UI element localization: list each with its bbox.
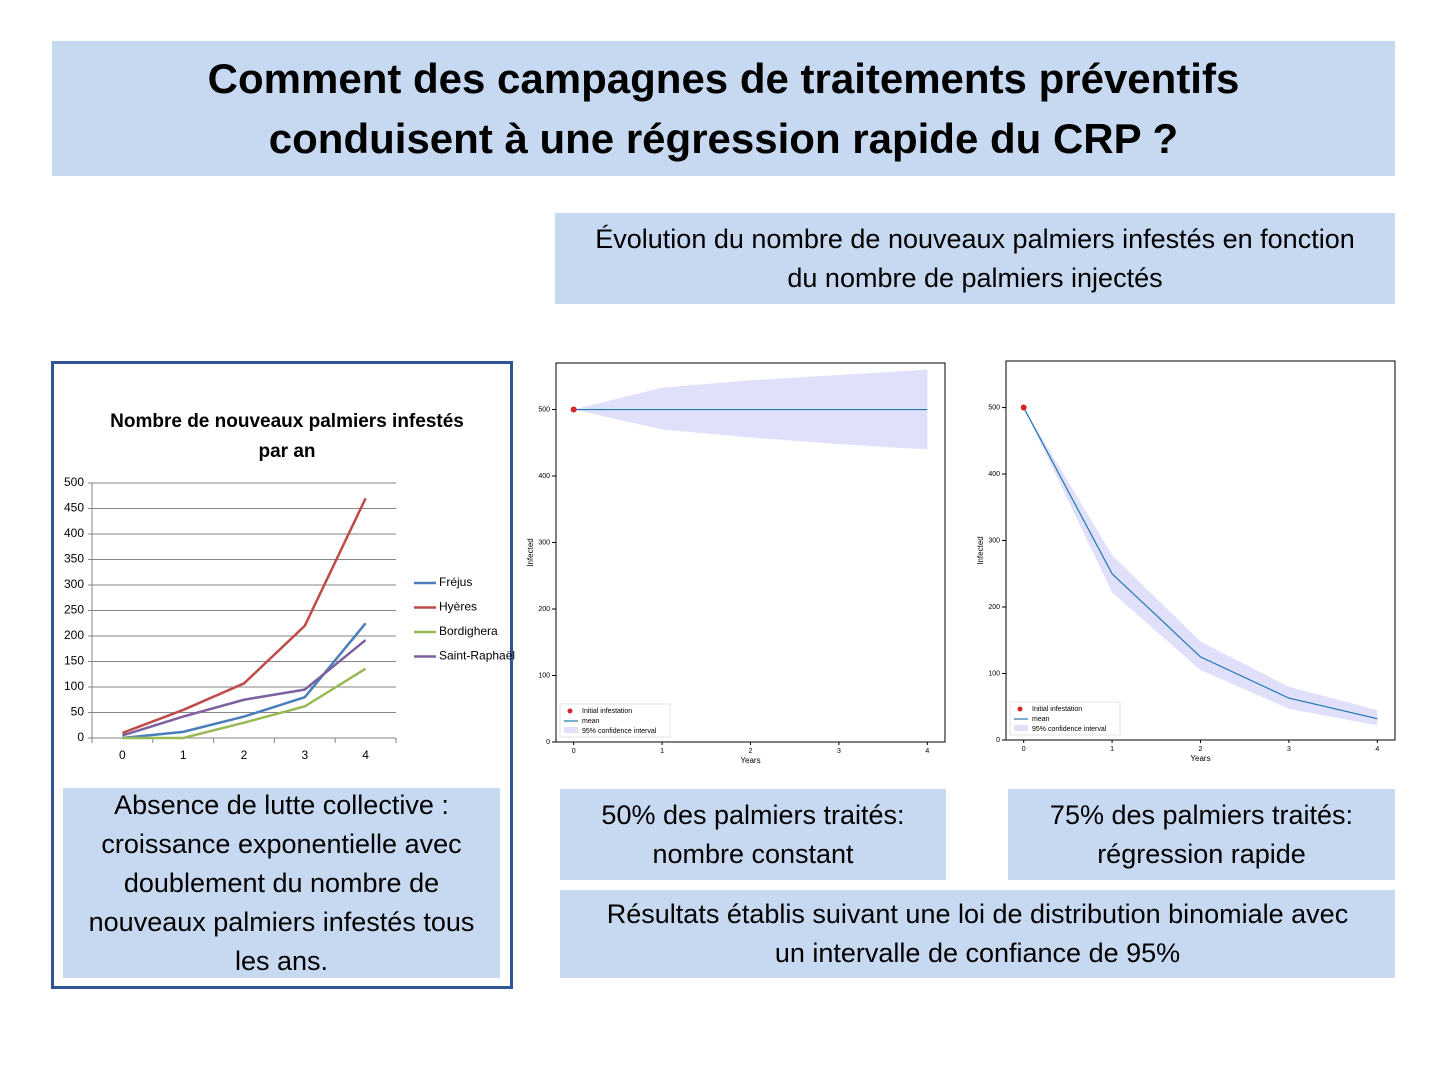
series-line bbox=[122, 639, 367, 737]
y-tick-label: 400 bbox=[988, 471, 1000, 478]
caption-box: 75% des palmiers traités: régression rap… bbox=[1008, 789, 1395, 880]
y-tick-label: 500 bbox=[538, 406, 550, 413]
caption-box: 50% des palmiers traités: nombre constan… bbox=[560, 789, 946, 880]
legend-box bbox=[1009, 701, 1121, 736]
legend-swatch bbox=[1017, 706, 1023, 712]
y-tick-label: 300 bbox=[64, 577, 84, 591]
y-tick-label: 300 bbox=[988, 537, 1000, 544]
subtitle-box: Évolution du nombre de nouveaux palmiers… bbox=[555, 213, 1395, 304]
legend-swatch bbox=[564, 727, 578, 733]
y-tick-label: 200 bbox=[538, 606, 550, 613]
caption: 75% des palmiers traités: régression rap… bbox=[1049, 799, 1354, 869]
y-tick-label: 250 bbox=[64, 603, 84, 617]
y-axis-label: Infected bbox=[976, 536, 985, 564]
legend-swatch bbox=[567, 708, 573, 714]
y-tick-label: 100 bbox=[538, 672, 550, 679]
x-tick-label: 4 bbox=[1375, 746, 1379, 753]
y-tick-label: 0 bbox=[996, 737, 1000, 744]
chart-title: Nombre de nouveaux palmiers infestés par… bbox=[110, 411, 464, 462]
legend-label: Hyères bbox=[439, 600, 477, 614]
series-line bbox=[121, 497, 367, 735]
y-tick-label: 50 bbox=[71, 705, 85, 719]
x-tick-label: 1 bbox=[180, 748, 187, 762]
y-tick-label: 100 bbox=[988, 670, 1000, 677]
legend-label: Fréjus bbox=[439, 575, 472, 589]
y-tick-label: 500 bbox=[988, 404, 1000, 411]
legend-label: mean bbox=[582, 718, 600, 725]
legend-label: 95% confidence interval bbox=[582, 728, 657, 735]
chart-frame bbox=[51, 361, 513, 989]
x-tick-label: 1 bbox=[1110, 746, 1114, 753]
x-tick-label: 0 bbox=[119, 748, 126, 762]
legend-label: Initial infestation bbox=[1032, 706, 1082, 713]
legend-label: Saint-Raphaël bbox=[439, 649, 515, 663]
y-tick-label: 200 bbox=[64, 628, 84, 642]
y-tick-label: 150 bbox=[64, 654, 84, 668]
caption-box: Absence de lutte collective : croissance… bbox=[63, 788, 500, 978]
x-tick-label: 0 bbox=[572, 748, 576, 755]
x-axis-label: Years bbox=[1190, 754, 1210, 763]
legend-swatch bbox=[1014, 725, 1028, 731]
caption: 50% des palmiers traités: nombre constan… bbox=[601, 799, 905, 869]
y-tick-label: 0 bbox=[77, 730, 84, 744]
y-axis-label: Infected bbox=[526, 538, 535, 566]
series-line bbox=[1023, 407, 1378, 720]
caption: Résultats établis suivant une loi de dis… bbox=[606, 899, 1349, 968]
y-tick-label: 400 bbox=[64, 526, 84, 540]
confidence-band bbox=[1023, 407, 1378, 726]
plot-frame bbox=[555, 362, 946, 743]
caption: Absence de lutte collective : croissance… bbox=[88, 789, 475, 976]
x-tick-label: 2 bbox=[749, 748, 753, 755]
x-tick-label: 3 bbox=[1287, 746, 1291, 753]
subtitle: Évolution du nombre de nouveaux palmiers… bbox=[595, 223, 1355, 293]
data-point bbox=[570, 406, 577, 413]
y-tick-label: 300 bbox=[538, 539, 550, 546]
x-tick-label: 4 bbox=[925, 748, 929, 755]
legend-label: Bordighera bbox=[439, 624, 498, 638]
caption-box: Résultats établis suivant une loi de dis… bbox=[560, 890, 1395, 978]
x-tick-label: 0 bbox=[1022, 746, 1026, 753]
title: Comment des campagnes de traitements pré… bbox=[207, 54, 1240, 162]
x-tick-label: 1 bbox=[660, 748, 664, 755]
series-line bbox=[122, 622, 367, 740]
title-box: Comment des campagnes de traitements pré… bbox=[52, 41, 1395, 176]
x-tick-label: 2 bbox=[1199, 746, 1203, 753]
x-tick-label: 2 bbox=[241, 748, 248, 762]
y-tick-label: 400 bbox=[538, 473, 550, 480]
legend-label: mean bbox=[1032, 716, 1050, 723]
series-line bbox=[122, 667, 367, 740]
y-tick-label: 0 bbox=[546, 739, 550, 746]
y-tick-label: 350 bbox=[64, 552, 84, 566]
legend-label: 95% confidence interval bbox=[1032, 726, 1107, 733]
y-tick-label: 200 bbox=[988, 604, 1000, 611]
y-tick-label: 100 bbox=[64, 679, 84, 693]
legend-box bbox=[559, 703, 671, 738]
y-tick-label: 500 bbox=[64, 475, 84, 489]
plot-frame bbox=[1005, 360, 1396, 741]
x-tick-label: 3 bbox=[301, 748, 308, 762]
data-point bbox=[1020, 404, 1027, 411]
x-tick-label: 3 bbox=[837, 748, 841, 755]
legend-label: Initial infestation bbox=[582, 708, 632, 715]
x-axis-label: Years bbox=[740, 756, 760, 765]
y-tick-label: 450 bbox=[64, 501, 84, 515]
x-tick-label: 4 bbox=[362, 748, 369, 762]
